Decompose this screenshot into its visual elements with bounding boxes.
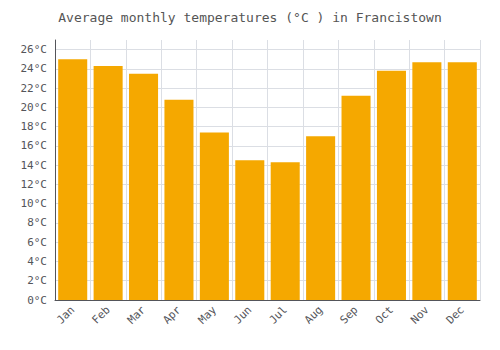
svg-text:16°C: 16°C xyxy=(21,139,48,152)
svg-text:8°C: 8°C xyxy=(27,216,47,229)
svg-text:Jan: Jan xyxy=(54,303,77,326)
svg-text:18°C: 18°C xyxy=(21,120,48,133)
svg-text:14°C: 14°C xyxy=(21,159,48,172)
svg-text:Jul: Jul xyxy=(267,303,290,326)
svg-text:Oct: Oct xyxy=(373,303,396,326)
svg-text:Nov: Nov xyxy=(408,303,431,326)
svg-text:Sep: Sep xyxy=(337,303,360,326)
svg-text:Feb: Feb xyxy=(89,303,112,326)
svg-text:12°C: 12°C xyxy=(21,178,48,191)
svg-text:0°C: 0°C xyxy=(27,294,47,307)
svg-text:Mar: Mar xyxy=(125,303,148,326)
svg-text:26°C: 26°C xyxy=(21,43,48,56)
svg-text:Average monthly temperatures (: Average monthly temperatures (°C ) in Fr… xyxy=(58,10,442,25)
svg-text:20°C: 20°C xyxy=(21,101,48,114)
svg-text:2°C: 2°C xyxy=(27,274,47,287)
svg-text:6°C: 6°C xyxy=(27,236,47,249)
svg-text:Apr: Apr xyxy=(160,303,183,326)
svg-text:Dec: Dec xyxy=(444,303,467,326)
svg-text:10°C: 10°C xyxy=(21,197,48,210)
svg-text:24°C: 24°C xyxy=(21,62,48,75)
svg-text:May: May xyxy=(196,303,219,326)
svg-text:4°C: 4°C xyxy=(27,255,47,268)
svg-text:Jun: Jun xyxy=(231,303,254,326)
svg-text:22°C: 22°C xyxy=(21,82,48,95)
svg-text:Aug: Aug xyxy=(302,303,325,326)
